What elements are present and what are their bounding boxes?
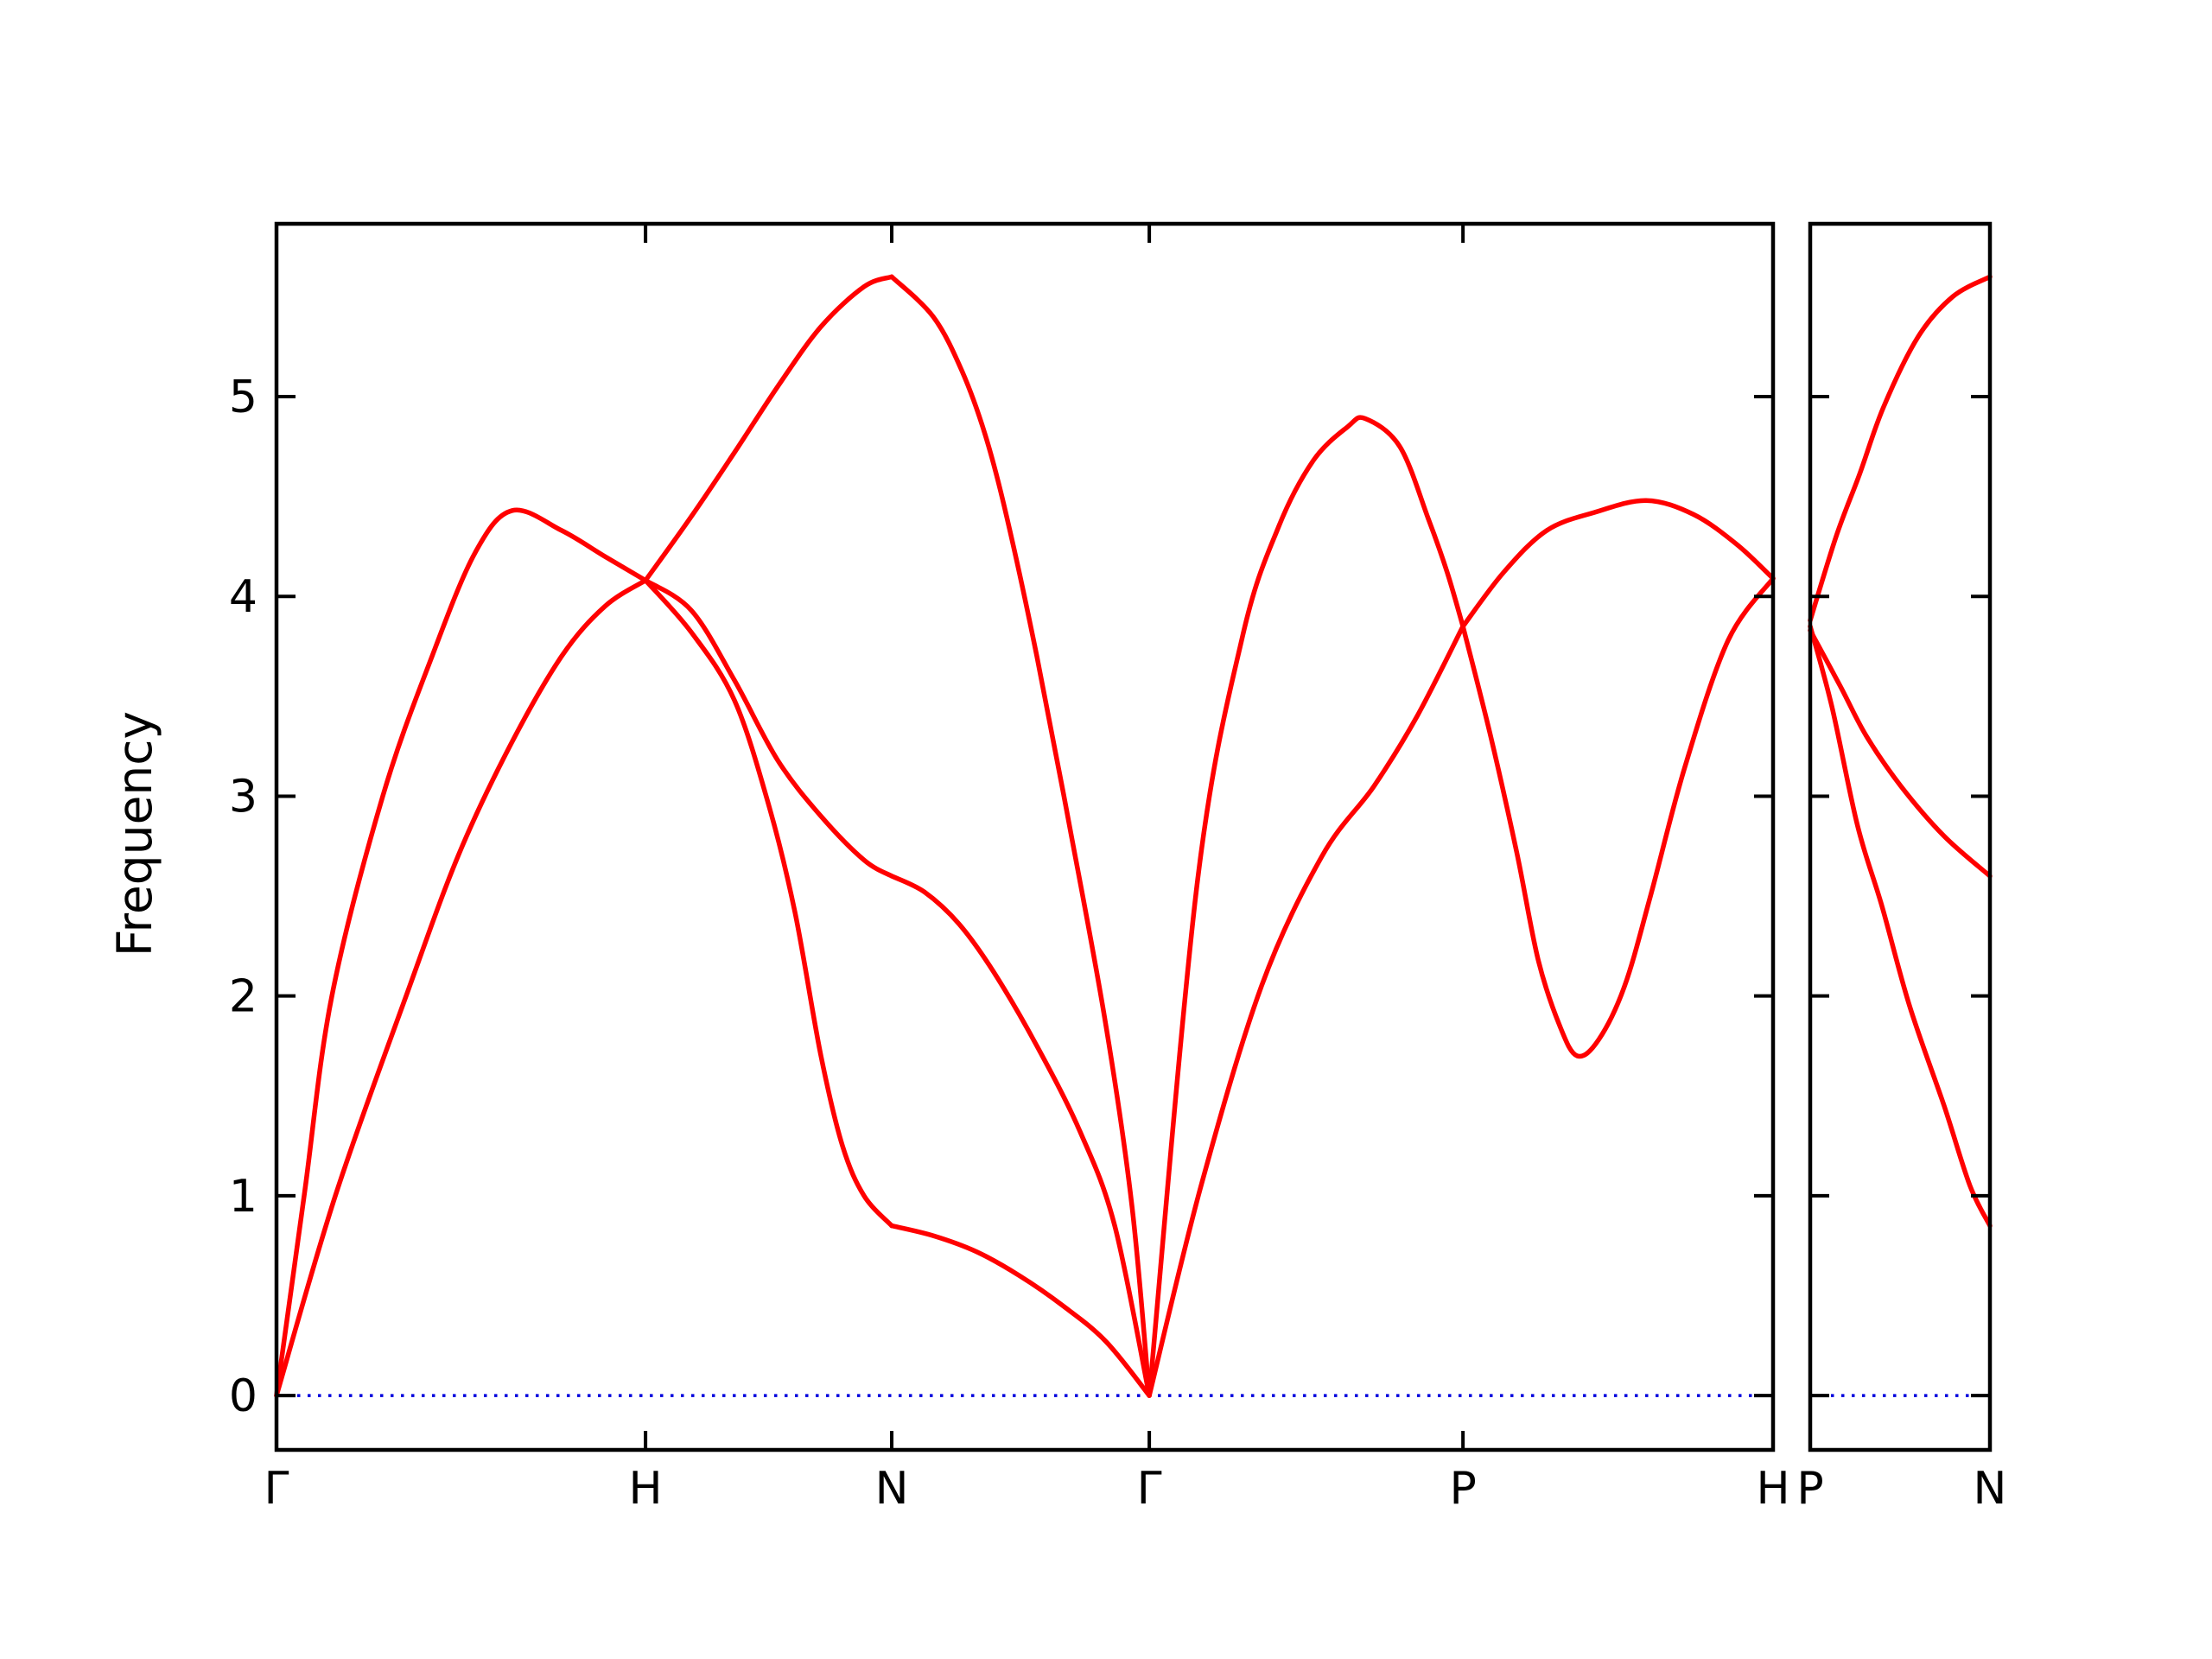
y-tick-label: 5 [229,372,257,423]
y-tick-label: 4 [229,571,257,623]
branch-NG-middle [889,874,1152,1398]
plot-border [1808,221,1993,1452]
y-tick-label: 0 [229,1370,257,1422]
branch-GP-upper [1147,415,1465,1398]
branch-HN-bottom [643,577,894,1229]
branch-PH-upper [1460,498,1776,629]
plot-border [274,221,1776,1452]
branch-NG-top [889,274,1152,1398]
branch-GP-lower [1147,624,1465,1398]
branch-GH-lower [274,577,648,1398]
y-tick-label: 3 [229,771,257,823]
x-tick-label: N [1974,1463,2007,1515]
branch-PN-top [1808,274,1993,623]
x-tick-label: P [1796,1463,1823,1515]
branch-HN-middle [643,577,894,879]
x-tick-label: P [1449,1463,1476,1515]
y-tick-label: 2 [229,971,257,1023]
branch-HN-top [643,274,894,583]
branch-PN-bottom [1808,624,1993,1229]
branch-GH-upper [274,507,648,1398]
y-axis-label: Frequency [107,711,162,957]
x-tick-label: Γ [1137,1463,1162,1515]
branch-NG-bottom [889,1223,1152,1398]
x-tick-label: H [1756,1463,1789,1515]
branch-PN-middle [1808,627,1993,879]
x-tick-label: N [875,1463,909,1515]
x-tick-label: Γ [264,1463,289,1515]
y-tick-label: 1 [229,1171,257,1223]
x-tick-label: H [629,1463,663,1515]
panel-main-path: Γ H N Γ P H 0 1 2 3 4 5 [229,221,1790,1515]
branch-PH-lower [1460,575,1776,1059]
